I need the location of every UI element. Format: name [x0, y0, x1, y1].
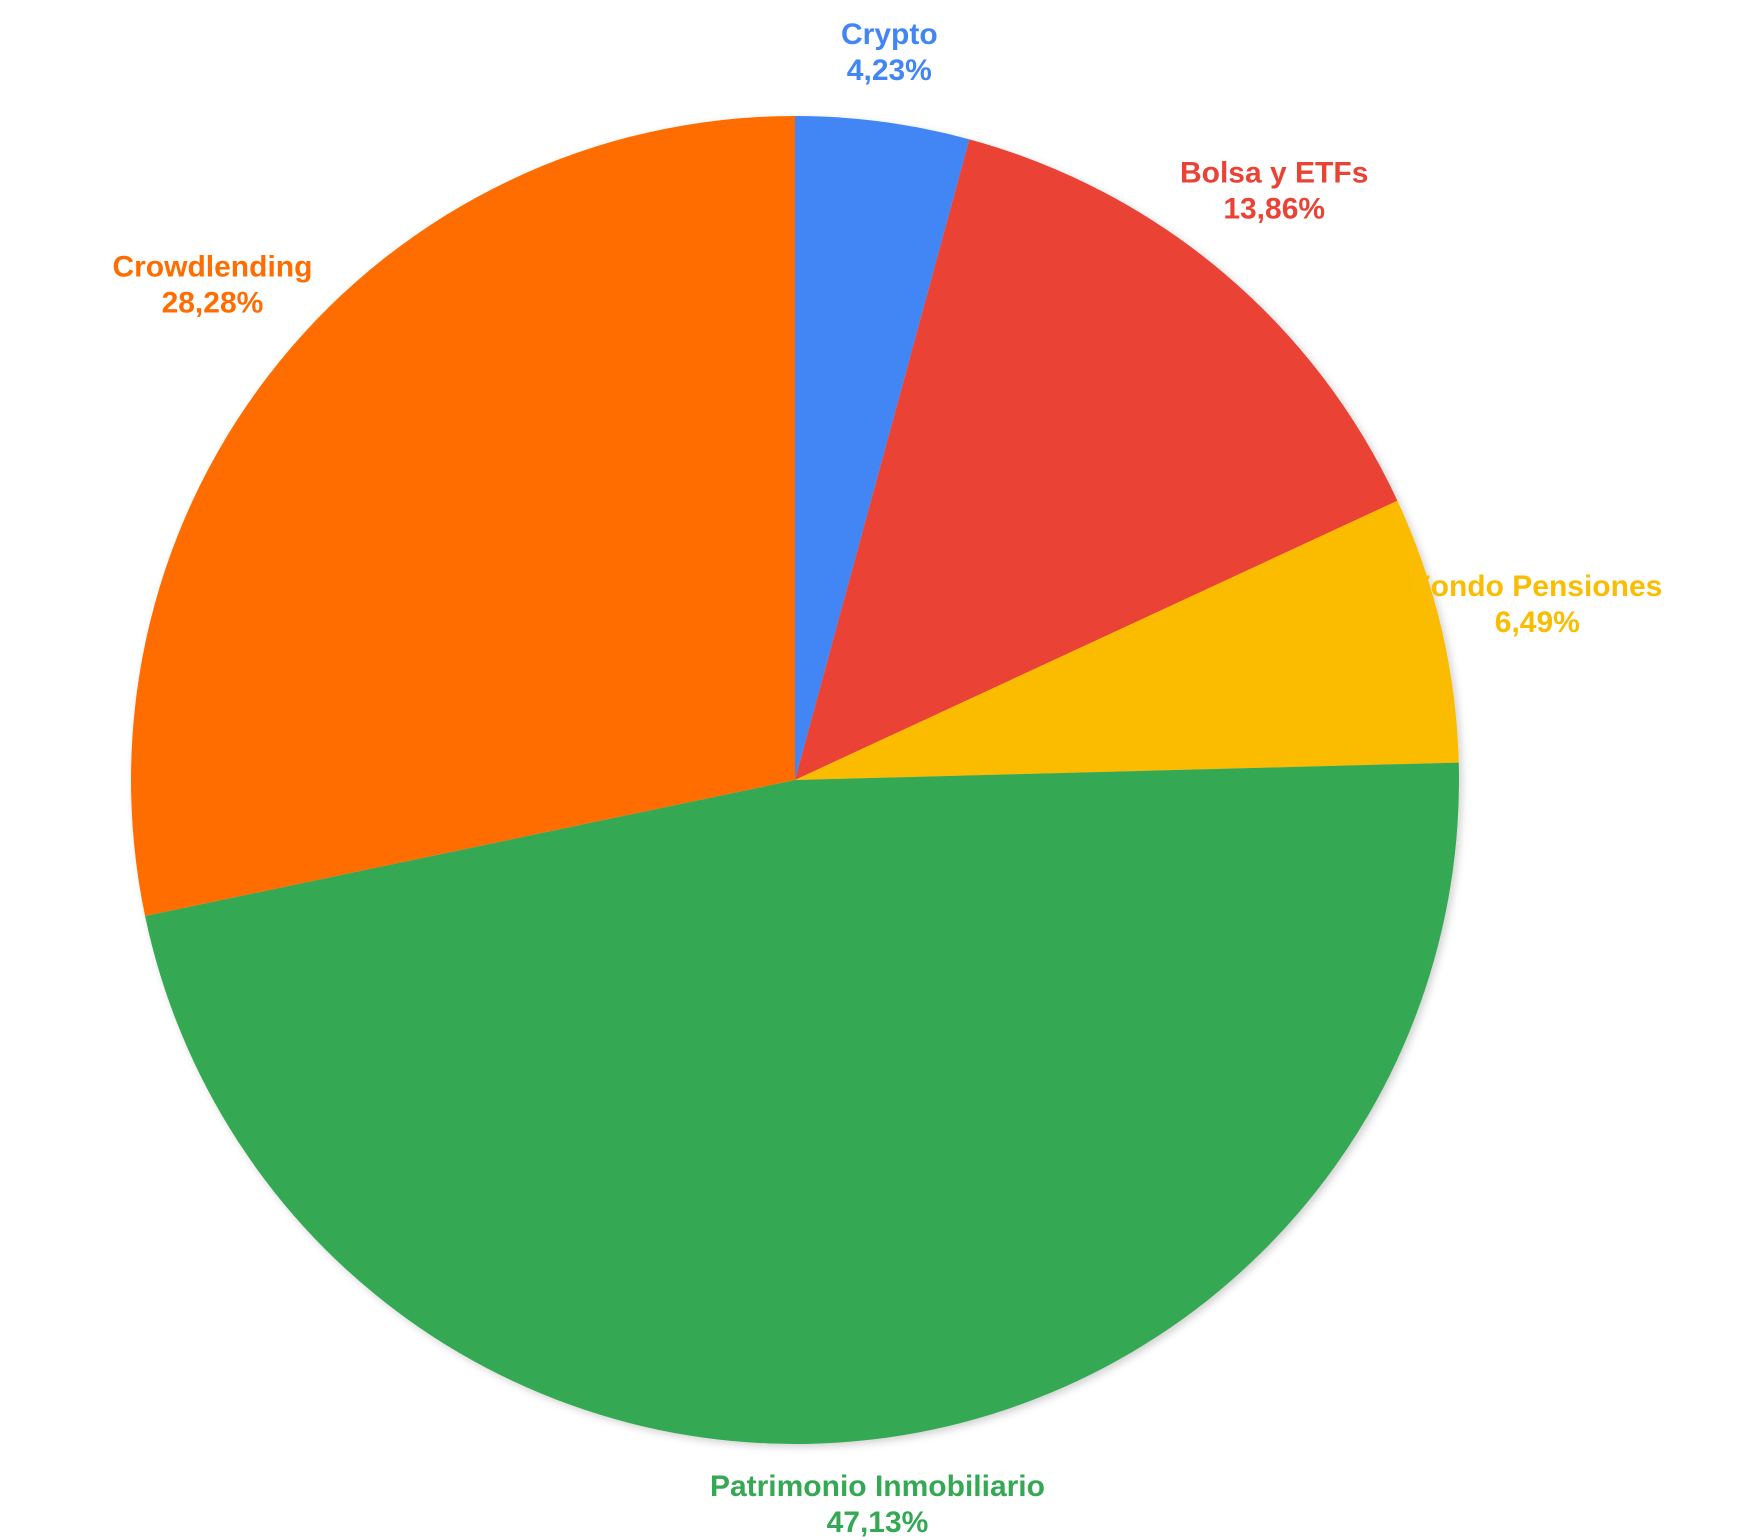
- slice-value-label: 6,49%: [1495, 606, 1580, 639]
- pie-slice: [795, 500, 1459, 780]
- pie-slice: [795, 139, 1398, 780]
- slice-label: Fondo Pensiones: [1412, 570, 1662, 603]
- slice-value-label: 28,28%: [162, 287, 264, 320]
- slice-value-label: 13,86%: [1223, 192, 1325, 225]
- slice-label: Crowdlending: [112, 251, 312, 284]
- slice-label: Bolsa y ETFs: [1180, 156, 1368, 189]
- slice-label: Patrimonio Inmobiliario: [710, 1470, 1045, 1503]
- pie-slice: [795, 116, 970, 780]
- pie-slice: [145, 762, 1459, 1444]
- pie-slice: [131, 116, 796, 916]
- slice-value-label: 47,13%: [827, 1506, 929, 1539]
- slice-label: Crypto: [841, 18, 938, 51]
- slice-value-label: 4,23%: [847, 54, 932, 87]
- pie: [131, 116, 1459, 1444]
